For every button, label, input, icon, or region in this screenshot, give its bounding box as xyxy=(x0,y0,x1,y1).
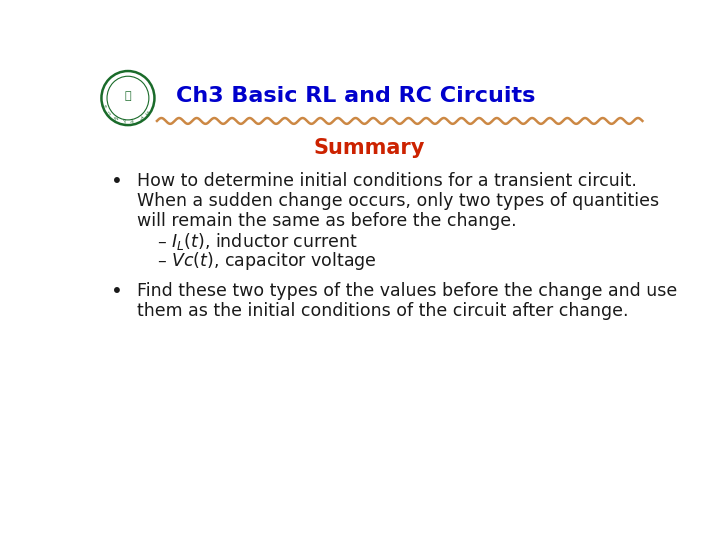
Text: S: S xyxy=(143,111,149,116)
Text: •: • xyxy=(111,172,122,191)
Text: Find these two types of the values before the change and use: Find these two types of the values befor… xyxy=(138,282,678,300)
Text: Y: Y xyxy=(122,119,126,125)
Text: will remain the same as before the change.: will remain the same as before the chang… xyxy=(138,212,517,230)
Text: $\endash\ Vc(t)$, capacitor voltage: $\endash\ Vc(t)$, capacitor voltage xyxy=(157,250,377,272)
Text: S: S xyxy=(103,104,109,109)
Ellipse shape xyxy=(102,71,155,125)
Text: When a sudden change occurs, only two types of quantities: When a sudden change occurs, only two ty… xyxy=(138,192,660,210)
Text: $\endash\ I_L(t)$, inductor current: $\endash\ I_L(t)$, inductor current xyxy=(157,231,358,252)
Text: A: A xyxy=(130,119,134,125)
Text: Ch3 Basic RL and RC Circuits: Ch3 Basic RL and RC Circuits xyxy=(176,86,536,106)
Text: N: N xyxy=(113,116,119,122)
Text: ⛪: ⛪ xyxy=(125,91,131,101)
Text: Summary: Summary xyxy=(313,138,425,158)
Ellipse shape xyxy=(107,76,149,120)
Text: •: • xyxy=(111,282,122,301)
Text: T: T xyxy=(137,116,143,122)
Text: U: U xyxy=(107,111,113,117)
Text: How to determine initial conditions for a transient circuit.: How to determine initial conditions for … xyxy=(138,172,637,190)
Text: them as the initial conditions of the circuit after change.: them as the initial conditions of the ci… xyxy=(138,302,629,320)
